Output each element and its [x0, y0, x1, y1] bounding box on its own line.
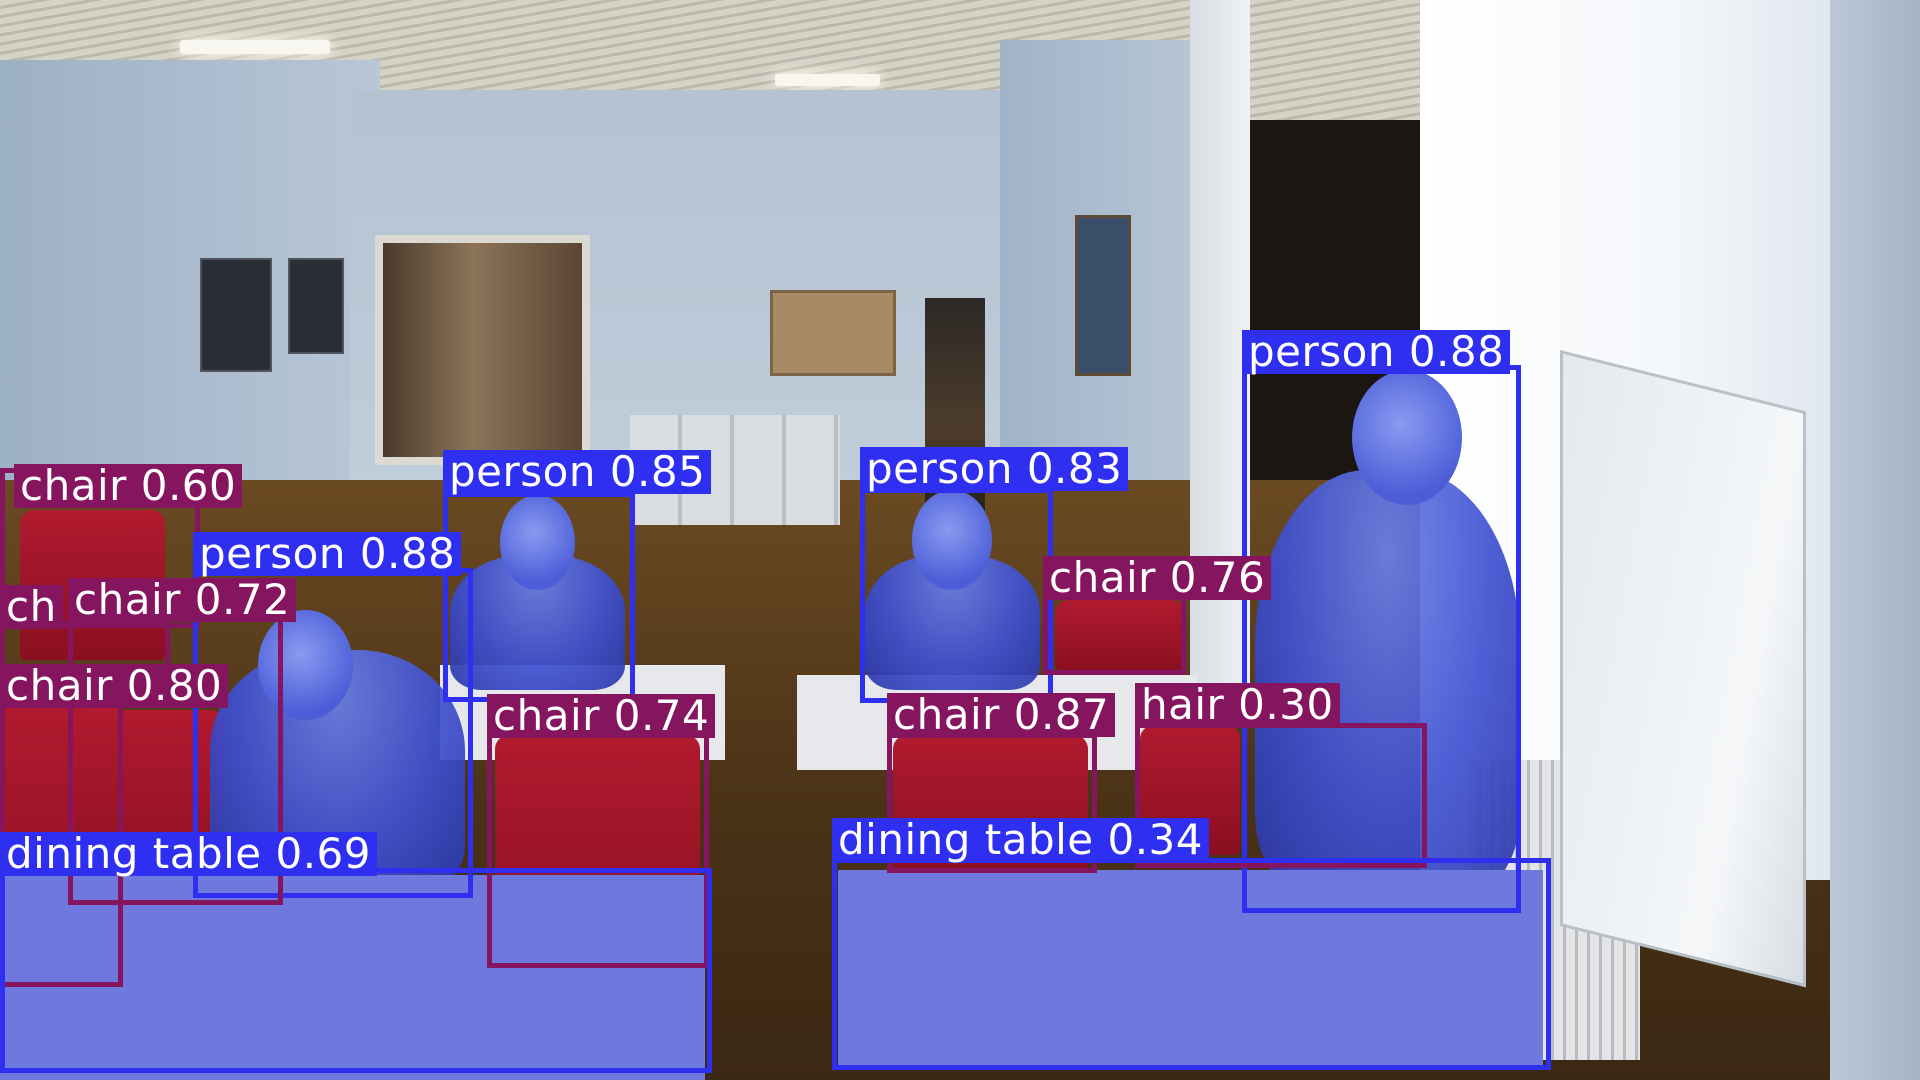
person-head	[912, 490, 992, 590]
notice-board	[770, 290, 896, 376]
detection-box-dining-table	[0, 868, 712, 1073]
person-head	[258, 610, 353, 720]
wall-painting	[288, 258, 344, 354]
detection-label-chair: hair 0.30	[1135, 683, 1340, 727]
doorway	[375, 235, 590, 465]
wall-poster	[1075, 215, 1131, 376]
person-head	[1352, 370, 1462, 505]
detection-label-person: person 0.88	[1242, 330, 1511, 374]
person-mask	[1255, 470, 1520, 890]
detection-label-chair: ch	[0, 585, 63, 629]
far-right-wall	[1830, 0, 1920, 1080]
detection-box-person	[860, 488, 1053, 703]
table-mask	[0, 875, 705, 1080]
wall-painting	[200, 258, 272, 372]
detection-label-chair: chair 0.80	[0, 664, 229, 708]
detection-label-chair: chair 0.60	[14, 464, 243, 508]
detection-label-person: person 0.83	[860, 447, 1129, 491]
chair	[1055, 600, 1185, 670]
flipchart	[1560, 350, 1806, 988]
person-head	[500, 495, 575, 590]
detection-label-person: person 0.85	[443, 450, 712, 494]
table-mask	[838, 870, 1543, 1070]
detection-label-dining-table: dining table 0.34	[832, 818, 1209, 862]
detection-box-dining-table	[832, 858, 1551, 1070]
detection-label-chair: chair 0.76	[1043, 556, 1272, 600]
detection-label-person: person 0.88	[193, 532, 462, 576]
detection-box-chair	[1043, 595, 1186, 675]
detection-label-chair: chair 0.74	[487, 694, 716, 738]
detection-label-dining-table: dining table 0.69	[0, 832, 377, 876]
ceiling-light	[180, 40, 330, 54]
detection-label-chair: chair 0.87	[887, 693, 1116, 737]
ceiling-light	[775, 74, 880, 86]
detection-label-chair: chair 0.72	[68, 578, 297, 622]
